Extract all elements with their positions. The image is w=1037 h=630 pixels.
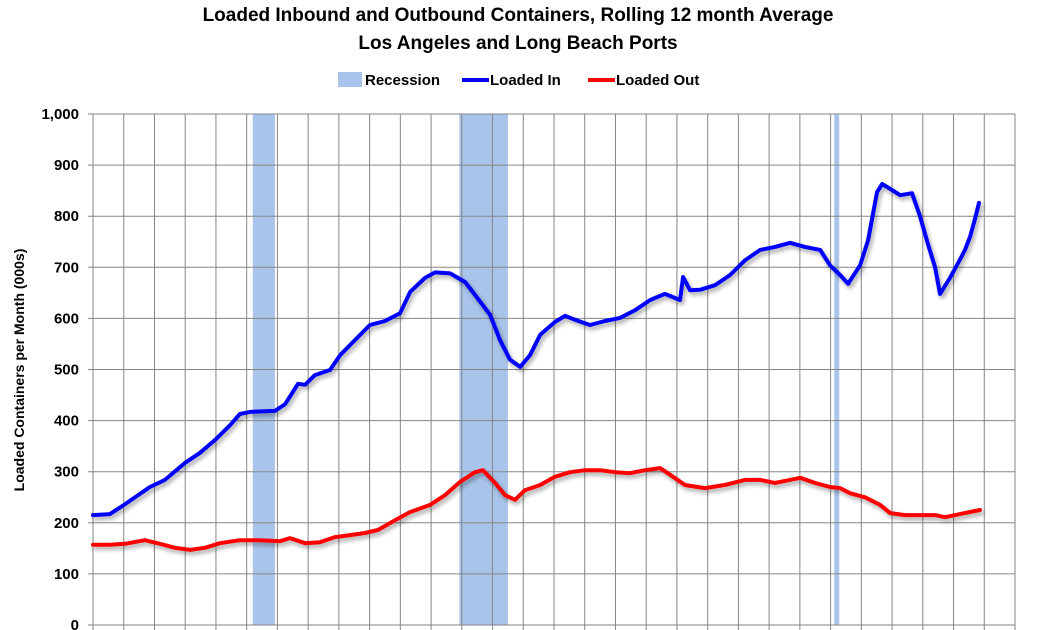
series-line-loaded-in (91, 182, 981, 518)
chart-subtitle: Los Angeles and Long Beach Ports (358, 33, 677, 54)
legend-item-loaded-out: Loaded Out (588, 72, 699, 89)
series-line-loaded-out (91, 466, 982, 552)
legend-label-recession: Recession (365, 72, 440, 89)
y-tick-label: 600 (54, 310, 79, 327)
legend: Recession Loaded In Loaded Out (338, 72, 699, 89)
y-tick-label: 700 (54, 259, 79, 276)
y-tick-label: 900 (54, 157, 79, 174)
y-tick-label: 400 (54, 413, 79, 430)
chart-title: Loaded Inbound and Outbound Containers, … (203, 5, 834, 26)
y-tick-label: 0 (71, 617, 79, 630)
legend-swatch-recession (338, 72, 362, 87)
y-tick-label: 200 (54, 515, 79, 532)
legend-label-loaded-out: Loaded Out (616, 72, 699, 89)
legend-item-recession: Recession (338, 72, 440, 89)
y-tick-label: 1,000 (41, 106, 79, 123)
series-lines (91, 182, 982, 552)
legend-label-loaded-in: Loaded In (490, 72, 561, 89)
y-tick-label: 100 (54, 566, 79, 583)
y-tick-label: 300 (54, 464, 79, 481)
y-tick-label: 800 (54, 208, 79, 225)
gridlines (88, 113, 1016, 630)
y-axis-ticks: 0 100 200 300 400 500 600 700 800 900 1,000 (41, 106, 79, 630)
legend-item-loaded-in: Loaded In (462, 72, 561, 89)
y-tick-label: 500 (54, 362, 79, 379)
y-axis-label: Loaded Containers per Month (000s) (11, 249, 27, 492)
